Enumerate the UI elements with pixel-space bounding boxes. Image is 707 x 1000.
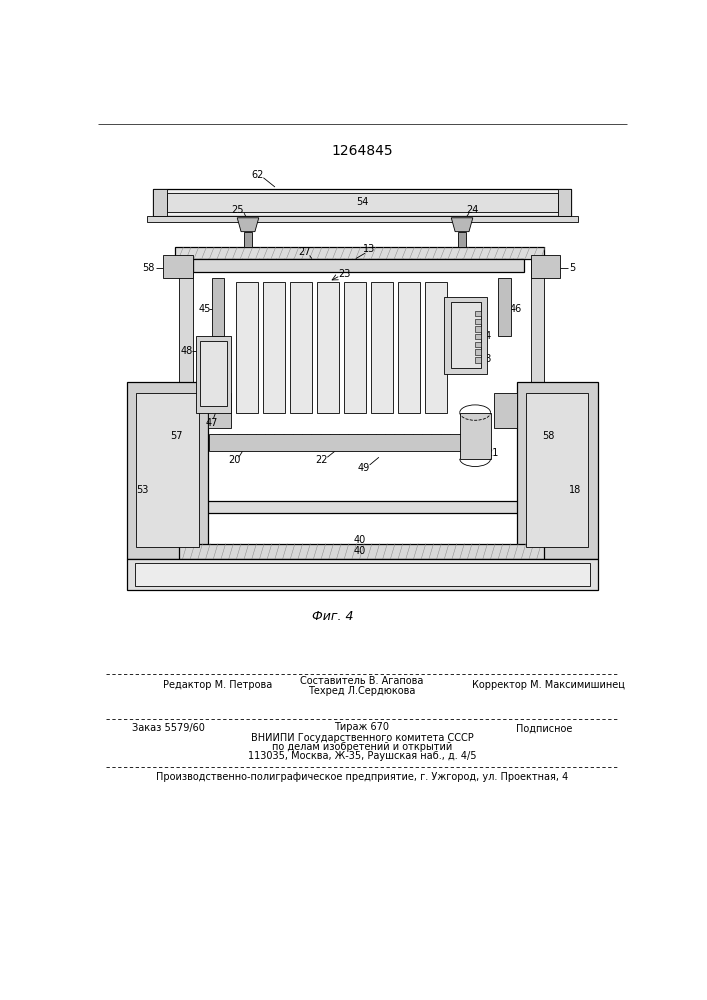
Bar	[212, 278, 224, 336]
Bar	[175, 247, 544, 259]
Bar	[197, 336, 231, 413]
Text: 54: 54	[356, 197, 368, 207]
Text: 62: 62	[252, 170, 264, 180]
Bar	[136, 393, 199, 547]
Bar	[475, 326, 481, 332]
Bar	[458, 232, 466, 247]
Text: Подписное: Подписное	[516, 723, 573, 733]
Text: 24: 24	[467, 205, 479, 215]
Bar	[498, 278, 510, 336]
Bar	[344, 282, 366, 413]
Bar	[264, 282, 285, 413]
Text: 21: 21	[486, 448, 498, 458]
Text: 1264845: 1264845	[331, 144, 393, 158]
Text: Составитель В. Агапова: Составитель В. Агапова	[300, 676, 423, 686]
Bar	[425, 282, 447, 413]
Text: 27: 27	[298, 247, 310, 257]
Bar	[530, 255, 560, 278]
Bar	[450, 302, 481, 368]
Bar	[153, 189, 571, 216]
Bar	[179, 544, 544, 559]
Text: 23: 23	[338, 269, 351, 279]
Bar	[153, 189, 167, 216]
Bar	[526, 393, 588, 547]
Text: Корректор М. Максимишинец: Корректор М. Максимишинец	[472, 680, 625, 690]
Bar	[475, 357, 481, 363]
Polygon shape	[238, 218, 259, 232]
Text: 47: 47	[206, 418, 218, 428]
Text: Фиг. 4: Фиг. 4	[312, 610, 354, 623]
Bar	[192, 259, 524, 272]
Text: 49: 49	[357, 463, 370, 473]
Bar	[209, 434, 483, 451]
Text: 113035, Москва, Ж-35, Раушская наб., д. 4/5: 113035, Москва, Ж-35, Раушская наб., д. …	[247, 751, 477, 761]
Text: 25: 25	[232, 205, 244, 215]
Text: Техред Л.Сердюкова: Техред Л.Сердюкова	[308, 686, 416, 696]
Text: 46: 46	[510, 304, 522, 314]
Bar	[179, 259, 192, 513]
Bar	[163, 255, 192, 278]
Text: 5: 5	[569, 263, 575, 273]
Text: Заказ 5579/60: Заказ 5579/60	[132, 723, 205, 733]
Bar	[475, 349, 481, 355]
Bar	[530, 259, 544, 513]
Bar	[460, 413, 491, 459]
Text: 58: 58	[542, 431, 554, 441]
Bar	[147, 216, 578, 222]
Text: 45: 45	[199, 304, 211, 314]
Text: 22: 22	[315, 455, 327, 465]
Bar	[317, 282, 339, 413]
Text: по делам изобретений и открытий: по делам изобретений и открытий	[271, 742, 452, 752]
Bar	[475, 342, 481, 347]
Bar	[475, 334, 481, 339]
Text: 57: 57	[170, 431, 182, 441]
Bar	[135, 563, 590, 586]
Text: 48: 48	[180, 346, 192, 356]
Text: 38: 38	[480, 354, 492, 364]
Bar	[179, 501, 544, 513]
Text: Производственно-полиграфическое предприятие, г. Ужгород, ул. Проектная, 4: Производственно-полиграфическое предприя…	[156, 772, 568, 782]
Text: 18: 18	[569, 485, 581, 495]
Text: Тираж 670: Тираж 670	[334, 722, 390, 732]
Text: ВНИИПИ Государственного комитета СССР: ВНИИПИ Государственного комитета СССР	[250, 733, 473, 743]
Bar	[475, 311, 481, 316]
Bar	[475, 319, 481, 324]
Bar	[236, 282, 258, 413]
Text: 53: 53	[136, 485, 148, 495]
Bar	[398, 282, 420, 413]
Bar	[291, 282, 312, 413]
Polygon shape	[451, 218, 473, 232]
Bar	[493, 393, 517, 428]
Text: 40: 40	[354, 546, 366, 556]
Bar	[127, 559, 597, 590]
Bar	[558, 189, 571, 216]
Text: 20: 20	[229, 455, 241, 465]
Bar	[244, 232, 252, 247]
Bar	[517, 382, 597, 559]
Text: 58: 58	[141, 263, 154, 273]
Text: Редактор М. Петрова: Редактор М. Петрова	[163, 680, 272, 690]
Bar	[444, 297, 486, 374]
Text: 13: 13	[363, 244, 375, 254]
Text: 40: 40	[354, 535, 366, 545]
Bar	[371, 282, 393, 413]
Text: 44: 44	[480, 331, 492, 341]
Bar	[200, 341, 227, 406]
Bar	[208, 393, 231, 428]
Bar	[127, 382, 208, 559]
Bar	[167, 193, 558, 212]
